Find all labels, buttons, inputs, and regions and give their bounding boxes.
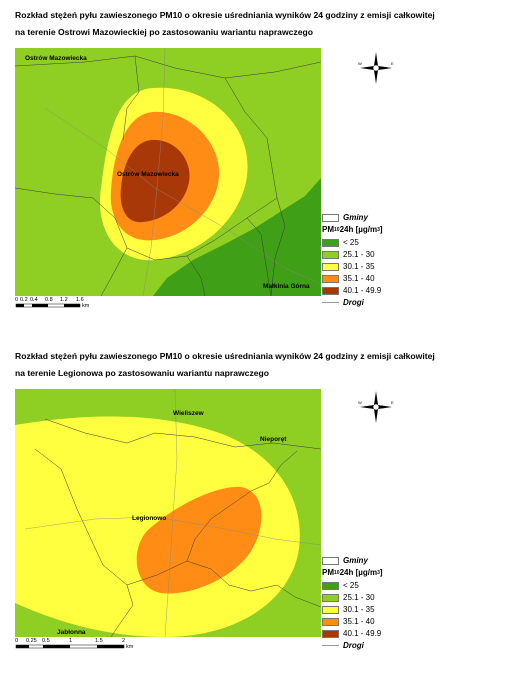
- legend-swatch: [322, 250, 339, 259]
- svg-text:0.8: 0.8: [45, 297, 53, 303]
- map2-boundaries: [34, 418, 321, 637]
- legend-swatch: [322, 238, 339, 247]
- map1-zone-40-50: [120, 139, 190, 223]
- map1-title: Rozkład stężeń pyłu zawieszonego PM10 o …: [15, 7, 495, 41]
- svg-text:0: 0: [15, 638, 18, 644]
- svg-text:0.25: 0.25: [26, 638, 37, 644]
- map1-place-label: Ostrów Mazowiecka: [25, 55, 87, 62]
- legend-gminy-label: Gminy: [343, 213, 368, 222]
- map1-north-arrow: W E: [358, 52, 394, 84]
- svg-text:1: 1: [69, 638, 72, 644]
- map2-north-arrow: W E: [358, 391, 394, 423]
- map2-place-label: Jabłonna: [57, 629, 86, 636]
- legend-item: 40.1 - 49.9: [322, 629, 381, 638]
- map2-place-label: Legionowo: [132, 515, 166, 522]
- svg-text:km: km: [82, 303, 90, 309]
- legend-gminy: Gminy: [322, 213, 368, 222]
- svg-text:0: 0: [15, 297, 18, 303]
- map1-zone-lt25: [153, 178, 321, 296]
- legend-swatch: [322, 629, 339, 638]
- compass-w: W: [358, 400, 362, 405]
- map2-title-line1: Rozkład stężeń pyłu zawieszonego PM10 o …: [15, 351, 435, 361]
- legend-item: 35.1 - 40: [322, 274, 375, 283]
- compass-e: E: [391, 61, 394, 66]
- map2-place-label: Nieporęt: [260, 436, 287, 443]
- svg-text:km: km: [126, 644, 134, 650]
- legend-item: 30.1 - 35: [322, 605, 375, 614]
- map2-legend: Gminy PM 10 24h [µg/m 3] < 25 25.1 - 30 30…: [322, 556, 442, 651]
- svg-text:2: 2: [122, 638, 125, 644]
- legend-swatch: [322, 593, 339, 602]
- map2-panel[interactable]: Wieliszew Nieporęt Legionowo Jabłonna: [15, 389, 321, 637]
- map1-scale-bar: 0 0.2 0.4 0.8 1.2 1.6 km: [15, 297, 90, 309]
- map2-zone-35-40: [136, 486, 262, 594]
- legend-drogi: Drogi: [322, 641, 364, 650]
- svg-text:0.5: 0.5: [42, 638, 50, 644]
- map1-place-label: Ostrów Mazowiecka: [117, 171, 179, 178]
- map1-title-line2: na terenie Ostrowi Mazowieckiej po zasto…: [15, 27, 313, 37]
- legend-swatch: [322, 286, 339, 295]
- svg-text:0.2: 0.2: [20, 297, 28, 303]
- compass-w: W: [358, 61, 362, 66]
- legend-item: < 25: [322, 238, 359, 247]
- map2-roads: [24, 389, 321, 637]
- legend-item: 25.1 - 30: [322, 593, 375, 602]
- svg-text:1.5: 1.5: [95, 638, 103, 644]
- legend-item: 35.1 - 40: [322, 617, 375, 626]
- map1-place-label: Małkinia Górna: [263, 283, 310, 290]
- map1-legend: Gminy PM 10 24h [µg/m 3] < 25 25.1 - 30 30…: [322, 213, 442, 308]
- map2-place-label: Wieliszew: [173, 410, 205, 417]
- legend-item: < 25: [322, 581, 359, 590]
- legend-swatch: [322, 262, 339, 271]
- legend-drogi: Drogi: [322, 298, 364, 307]
- map1-panel[interactable]: Ostrów Mazowiecka Ostrów Mazowiecka Małk…: [15, 48, 321, 296]
- map2-title: Rozkład stężeń pyłu zawieszonego PM10 o …: [15, 348, 495, 382]
- legend-item: 25.1 - 30: [322, 250, 375, 259]
- map1-boundaries: [15, 55, 321, 296]
- legend-header: PM 10 24h [µg/m 3]: [322, 225, 383, 234]
- legend-swatch: [322, 605, 339, 614]
- legend-item: 30.1 - 35: [322, 262, 375, 271]
- svg-text:1.6: 1.6: [76, 297, 84, 303]
- legend-swatch: [322, 581, 339, 590]
- svg-text:0.4: 0.4: [30, 297, 38, 303]
- legend-header: PM 10 24h [µg/m 3]: [322, 568, 383, 577]
- svg-text:1.2: 1.2: [60, 297, 68, 303]
- legend-gminy: Gminy: [322, 556, 368, 565]
- map2-scale-bar: 0 0.25 0.5 1 1.5 2 km: [15, 638, 134, 650]
- compass-e: E: [391, 400, 394, 405]
- map2-title-line2: na terenie Legionowa po zastosowaniu war…: [15, 368, 270, 378]
- map1-roads: [44, 48, 321, 296]
- map1-title-line1: Rozkład stężeń pyłu zawieszonego PM10 o …: [15, 10, 435, 20]
- legend-item: 40.1 - 49.9: [322, 286, 381, 295]
- legend-swatch: [322, 617, 339, 626]
- legend-swatch: [322, 274, 339, 283]
